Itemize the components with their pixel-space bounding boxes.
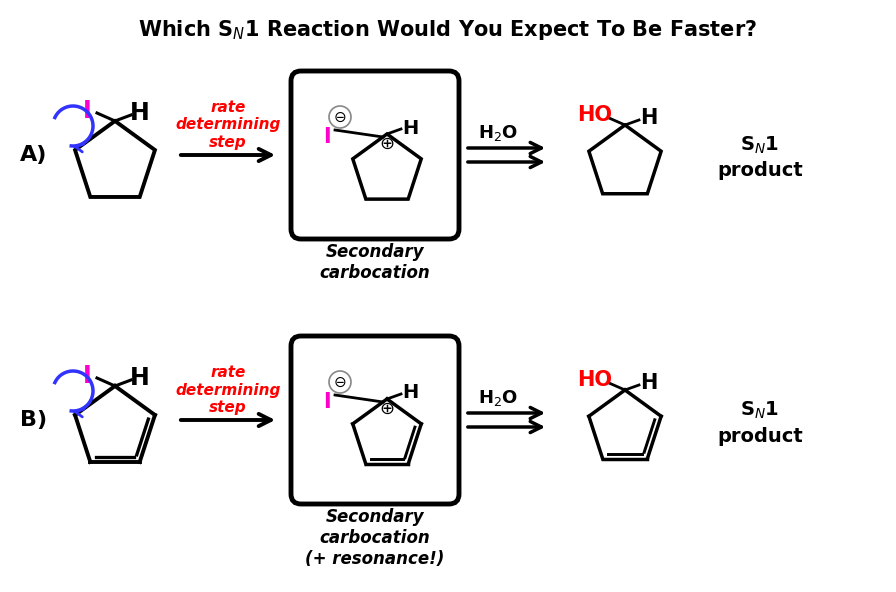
- Text: rate
determining
step: rate determining step: [176, 365, 280, 415]
- Text: I: I: [323, 127, 331, 147]
- Text: S$_N$1: S$_N$1: [740, 134, 780, 156]
- FancyBboxPatch shape: [291, 336, 459, 504]
- Text: B): B): [20, 410, 47, 430]
- Circle shape: [329, 371, 351, 393]
- Text: ⊕: ⊕: [379, 400, 394, 418]
- Text: Secondary
carbocation
(+ resonance!): Secondary carbocation (+ resonance!): [306, 508, 444, 568]
- Text: H: H: [130, 366, 150, 390]
- Text: H: H: [130, 101, 150, 125]
- Text: I: I: [82, 364, 91, 388]
- Text: product: product: [717, 426, 803, 446]
- Text: ⊕: ⊕: [379, 135, 394, 153]
- Text: product: product: [717, 162, 803, 181]
- Text: H$_2$O: H$_2$O: [478, 123, 518, 143]
- Text: H$_2$O: H$_2$O: [478, 388, 518, 408]
- FancyBboxPatch shape: [291, 71, 459, 239]
- Text: H: H: [641, 373, 658, 393]
- Polygon shape: [75, 386, 155, 462]
- Polygon shape: [589, 125, 661, 194]
- Text: H: H: [641, 108, 658, 128]
- Text: S$_N$1: S$_N$1: [740, 400, 780, 421]
- Text: I: I: [323, 392, 331, 412]
- Text: HO: HO: [578, 105, 613, 125]
- Text: A): A): [20, 145, 47, 165]
- Text: rate
determining
step: rate determining step: [176, 100, 280, 150]
- Text: Secondary
carbocation: Secondary carbocation: [320, 243, 430, 282]
- Circle shape: [329, 106, 351, 128]
- Text: H: H: [402, 384, 418, 403]
- Text: Which S$_N$1 Reaction Would You Expect To Be Faster?: Which S$_N$1 Reaction Would You Expect T…: [139, 18, 757, 42]
- Polygon shape: [75, 121, 155, 197]
- Text: H: H: [402, 118, 418, 137]
- Polygon shape: [353, 399, 421, 464]
- Text: HO: HO: [578, 370, 613, 390]
- Text: ⊖: ⊖: [333, 110, 347, 124]
- Polygon shape: [589, 390, 661, 459]
- Text: ⊖: ⊖: [333, 375, 347, 390]
- Text: I: I: [82, 99, 91, 123]
- Polygon shape: [353, 134, 421, 199]
